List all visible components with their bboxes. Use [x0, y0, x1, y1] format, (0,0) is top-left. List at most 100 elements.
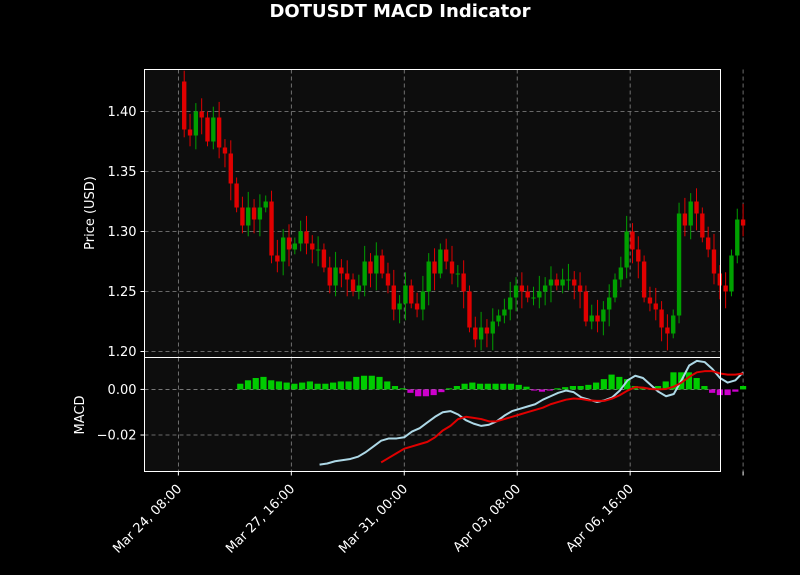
histogram-bar	[345, 381, 352, 390]
histogram-bar	[538, 389, 546, 392]
histogram-bar	[693, 378, 700, 390]
macd-ytick-label: −0.02	[97, 429, 137, 444]
candle-body	[362, 261, 367, 286]
candle-body	[607, 297, 612, 310]
candle-body	[275, 255, 280, 262]
histogram-bar	[415, 389, 422, 397]
candle-body	[461, 273, 466, 292]
candle-body	[595, 315, 600, 322]
candle-body	[671, 315, 676, 334]
candle-body	[246, 207, 251, 226]
candle-body	[688, 201, 693, 226]
candle-body	[572, 279, 577, 286]
histogram-bar	[600, 379, 607, 390]
macd-line	[319, 359, 744, 466]
candle-body	[554, 279, 559, 286]
histogram-bar	[662, 381, 669, 390]
candle-body	[508, 297, 513, 310]
histogram-bar	[306, 381, 313, 390]
candle-body	[665, 327, 670, 334]
candle-body	[280, 237, 286, 262]
histogram-bar	[322, 383, 329, 390]
candle-body	[449, 261, 455, 274]
candle-body	[222, 147, 228, 154]
candle-body	[263, 201, 268, 208]
macd-lines	[319, 359, 744, 466]
candle-body	[560, 279, 565, 286]
macd-panel	[144, 357, 721, 472]
candle-body	[187, 129, 193, 136]
price-ytick-label: 1.30	[108, 225, 137, 240]
histogram-bar	[453, 386, 460, 390]
candle-body	[304, 231, 309, 244]
histogram-bar	[500, 383, 507, 390]
chart-title: DOTUSDT MACD Indicator	[269, 1, 530, 22]
histogram-bar	[546, 389, 553, 391]
histogram-bar	[353, 376, 360, 390]
candle-body	[694, 201, 699, 214]
histogram-bar	[438, 389, 445, 393]
price-ytick-label: 1.25	[108, 285, 137, 300]
histogram-bar	[608, 374, 615, 390]
xtick-label: Mar 24, 08:00	[110, 482, 185, 557]
histogram-bar	[709, 389, 716, 393]
histogram-bar	[554, 388, 561, 390]
price-ytick-label: 1.40	[108, 105, 137, 120]
histogram-bar	[492, 383, 499, 390]
xtick-label: Apr 03, 08:00	[451, 482, 524, 555]
candle-body	[705, 237, 711, 250]
candle-body	[379, 255, 385, 274]
histogram-bar	[275, 381, 283, 390]
histogram-bar	[484, 383, 491, 390]
candle-body	[729, 255, 734, 292]
candle-body	[676, 213, 682, 316]
histogram-bar	[291, 383, 298, 390]
histogram-bar	[391, 386, 399, 390]
candle-body	[234, 183, 239, 208]
histogram-bar	[569, 386, 576, 390]
macd-axis-label: MACD	[73, 396, 88, 435]
histogram-bar	[376, 376, 383, 390]
candle-body	[199, 111, 204, 118]
candle-body	[653, 303, 658, 310]
candle-body	[612, 279, 618, 298]
histogram-bar	[562, 387, 569, 390]
histogram-bar	[623, 379, 631, 390]
candle-body	[420, 291, 426, 310]
histogram-bar	[670, 372, 677, 390]
histogram-bar	[639, 388, 646, 390]
histogram-bar	[585, 384, 592, 390]
candle-body	[350, 279, 356, 292]
candle-body	[292, 243, 297, 250]
price-ytick-label: 1.20	[108, 345, 137, 360]
candle-body	[443, 249, 449, 262]
candlesticks	[182, 70, 746, 351]
candle-body	[455, 273, 461, 275]
candle-body	[286, 237, 292, 250]
candle-body	[327, 267, 332, 286]
candle-body	[432, 261, 437, 274]
candle-body	[711, 249, 717, 274]
candle-body	[321, 249, 327, 268]
histogram-bar	[523, 386, 530, 390]
candle-body	[566, 279, 571, 281]
histogram-bar	[616, 376, 623, 390]
candle-body	[630, 231, 635, 250]
price-ytick-label: 1.35	[108, 165, 137, 180]
histogram-bar	[469, 382, 476, 390]
candle-body	[473, 327, 478, 340]
xtick-label: Mar 27, 16:00	[223, 482, 298, 557]
candle-body	[636, 249, 641, 262]
candle-body	[385, 273, 391, 286]
candle-body	[251, 207, 257, 220]
histogram-bar	[268, 380, 275, 390]
candle-body	[397, 303, 402, 310]
histogram-bar	[685, 372, 693, 390]
candle-body	[682, 213, 688, 226]
macd-histogram	[237, 372, 747, 397]
candle-body	[228, 153, 233, 184]
candle-body	[537, 291, 542, 298]
candle-body	[193, 111, 199, 136]
histogram-bar	[384, 381, 391, 390]
histogram-bar	[701, 386, 708, 390]
